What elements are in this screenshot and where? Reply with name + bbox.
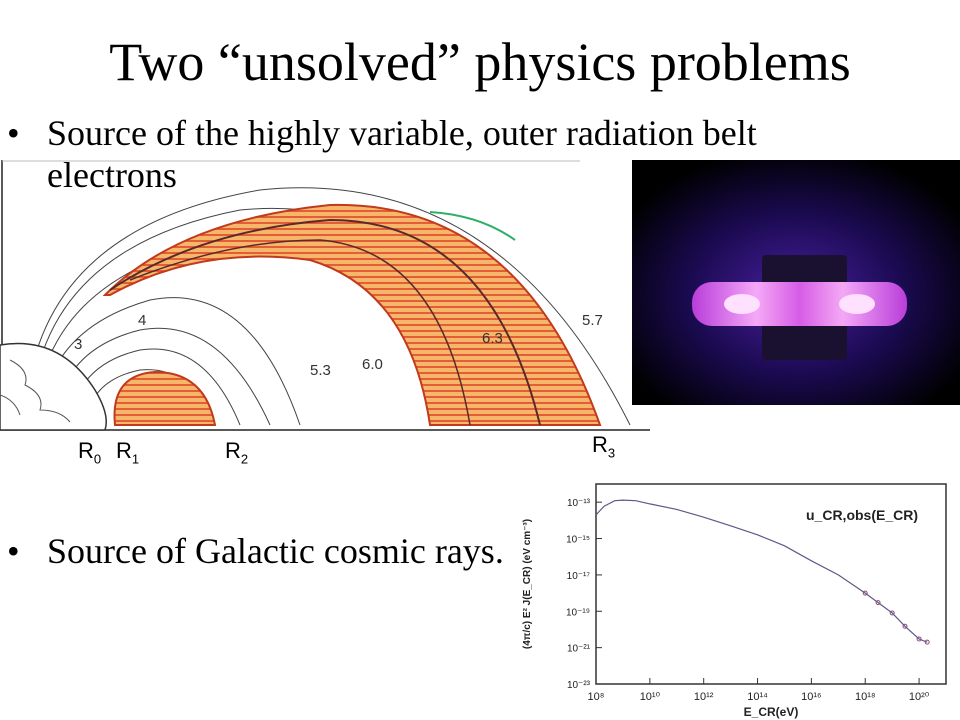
l-shell-label: 4	[138, 312, 147, 329]
inner-belt	[113, 370, 217, 426]
l-shell-label: 6.3	[482, 330, 503, 347]
x-tick-label: 10¹⁶	[801, 691, 821, 703]
radius-label-r0: R0	[78, 438, 102, 467]
chart-title: u_CR,obs(E_CR)	[806, 507, 918, 523]
bullet-text: Source of the highly variable, outer rad…	[47, 113, 757, 195]
x-axis-label: E_CR(eV)	[744, 705, 799, 719]
data-point	[889, 610, 895, 616]
x-tick-label: 10¹⁸	[855, 691, 876, 703]
y-tick-label: 10⁻¹³	[567, 498, 591, 509]
l-shell-label: 5.3	[310, 362, 331, 379]
data-point	[916, 636, 922, 642]
l-shell-label: 6.0	[362, 356, 383, 373]
data-point	[902, 623, 908, 629]
data-point	[875, 600, 881, 606]
slide-title: Two “unsolved” physics problems	[109, 32, 851, 92]
plasma-glow-photo	[632, 160, 960, 405]
bullet-marker: •	[7, 531, 20, 571]
plot-frame	[595, 483, 947, 685]
radius-label-r2: R2	[225, 438, 249, 467]
l-shell-label: 5.7	[582, 312, 603, 329]
bullet-cosmic-rays: • Source of Galactic cosmic rays.	[7, 530, 747, 572]
y-tick-label: 10⁻¹⁹	[566, 607, 590, 618]
y-tick-label: 10⁻²³	[567, 680, 591, 691]
y-axis-label: (4π/c) E² J(E_CR) (eV cm⁻³)	[522, 519, 533, 649]
x-tick-label: 10⁸	[588, 691, 605, 703]
radius-label-r3: R3	[592, 432, 616, 461]
series-line	[595, 499, 928, 643]
bullet-radiation-belt: • Source of the highly variable, outer r…	[7, 112, 847, 196]
x-tick-label: 10¹⁰	[640, 691, 661, 703]
x-tick-label: 10¹²	[694, 691, 714, 703]
x-tick-label: 10¹⁴	[747, 691, 768, 703]
data-point	[862, 590, 868, 596]
radiation-belt-diagram	[0, 160, 650, 431]
y-tick-label: 10⁻¹⁷	[567, 571, 591, 582]
bullet-marker: •	[7, 113, 20, 153]
y-tick-label: 10⁻¹⁵	[566, 535, 590, 546]
radius-label-r1: R1	[116, 438, 140, 467]
x-tick-label: 10²⁰	[909, 691, 930, 703]
tick-marks	[595, 501, 920, 685]
data-point	[924, 639, 930, 645]
outer-belt	[102, 203, 602, 426]
y-tick-label: 10⁻²¹	[567, 644, 591, 655]
l-shell-label: 3	[74, 336, 83, 353]
earth	[0, 342, 107, 431]
bullet-text: Source of Galactic cosmic rays.	[47, 531, 504, 571]
cosmic-ray-spectrum-chart: 10⁸ 10¹⁰ 10¹² 10¹⁴ 10¹⁶ 10¹⁸ 10²⁰ 10⁻¹³ 10⁻¹⁵ 10…	[506, 478, 960, 720]
